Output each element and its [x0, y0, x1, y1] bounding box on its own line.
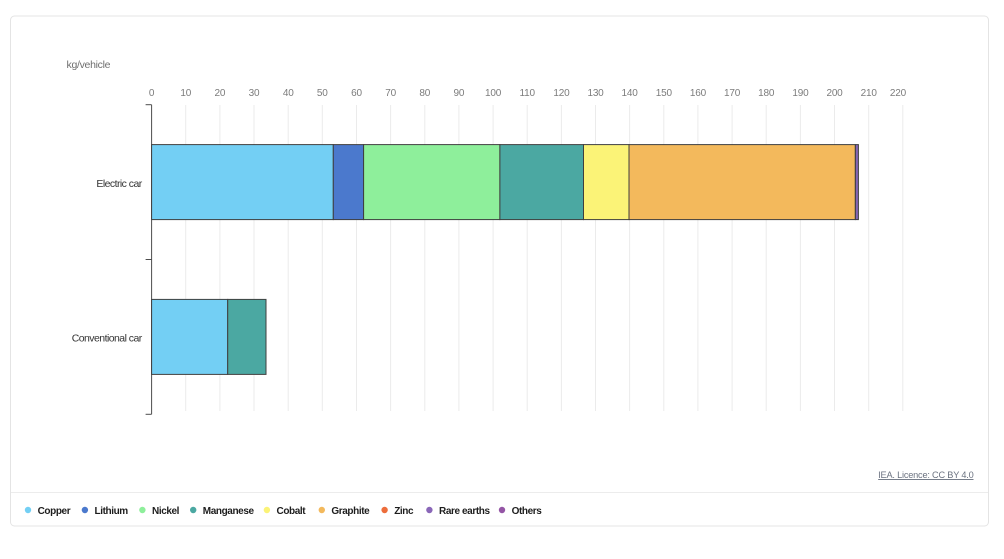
svg-text:80: 80	[419, 88, 430, 99]
svg-text:130: 130	[587, 88, 604, 99]
svg-text:IEA. Licence: CC BY 4.0: IEA. Licence: CC BY 4.0	[878, 470, 973, 480]
svg-text:90: 90	[454, 88, 465, 99]
svg-text:Manganese: Manganese	[203, 506, 255, 517]
svg-text:100: 100	[485, 88, 502, 99]
svg-text:Nickel: Nickel	[152, 506, 180, 517]
svg-text:120: 120	[553, 88, 570, 99]
svg-text:220: 220	[890, 88, 907, 99]
svg-text:Zinc: Zinc	[394, 506, 414, 517]
svg-text:50: 50	[317, 88, 328, 99]
svg-text:Others: Others	[512, 506, 543, 517]
svg-text:180: 180	[758, 88, 775, 99]
svg-text:160: 160	[690, 88, 707, 99]
svg-text:0: 0	[149, 88, 155, 99]
svg-text:Graphite: Graphite	[331, 506, 370, 517]
svg-text:200: 200	[826, 88, 843, 99]
svg-text:kg/vehicle: kg/vehicle	[67, 59, 111, 71]
svg-text:Copper: Copper	[38, 506, 71, 517]
svg-text:150: 150	[656, 88, 673, 99]
svg-text:10: 10	[180, 88, 191, 99]
svg-text:170: 170	[724, 88, 741, 99]
svg-text:110: 110	[520, 88, 536, 99]
svg-text:20: 20	[215, 88, 226, 99]
svg-text:Electric car: Electric car	[96, 178, 142, 190]
svg-text:210: 210	[861, 88, 878, 99]
svg-text:Cobalt: Cobalt	[277, 506, 307, 517]
svg-text:70: 70	[385, 88, 396, 99]
svg-text:40: 40	[283, 88, 294, 99]
svg-text:Conventional car: Conventional car	[72, 333, 143, 345]
svg-text:60: 60	[351, 88, 362, 99]
svg-text:Lithium: Lithium	[95, 506, 129, 517]
svg-text:Rare earths: Rare earths	[439, 506, 490, 517]
svg-text:140: 140	[622, 88, 639, 99]
svg-text:30: 30	[249, 88, 260, 99]
svg-text:190: 190	[792, 88, 809, 99]
